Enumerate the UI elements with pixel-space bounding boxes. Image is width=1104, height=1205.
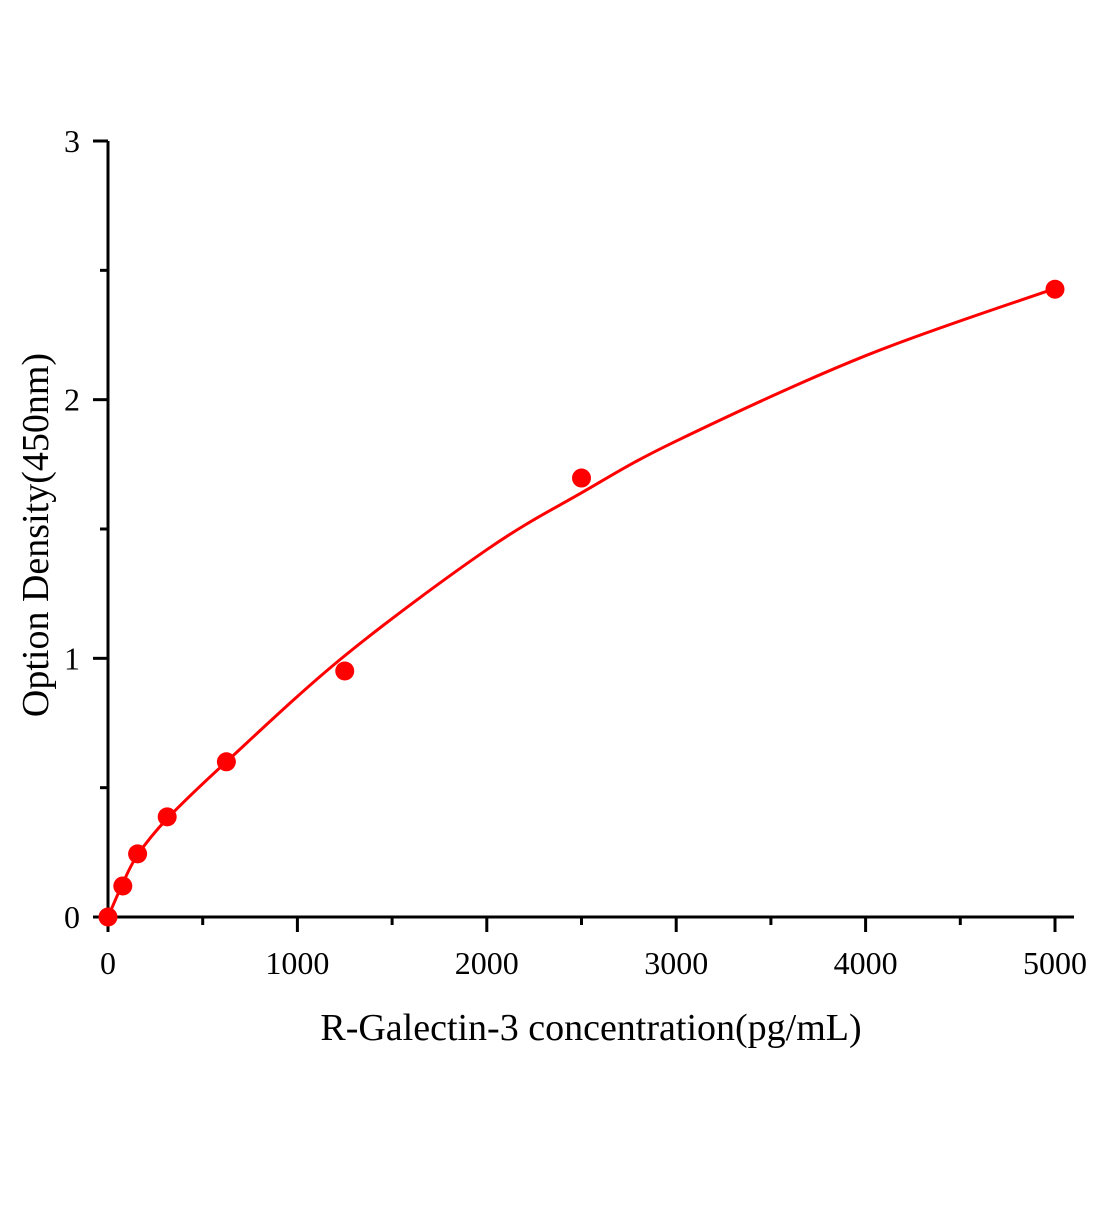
x-tick-label: 4000 bbox=[834, 945, 898, 981]
x-tick-label: 0 bbox=[100, 945, 116, 981]
fit-curve bbox=[106, 287, 1056, 918]
y-tick-label: 0 bbox=[64, 899, 80, 935]
x-tick-label: 1000 bbox=[265, 945, 329, 981]
y-axis-label: Option Density(450nm) bbox=[15, 353, 57, 717]
x-tick-label: 5000 bbox=[1023, 945, 1087, 981]
x-tick-label: 3000 bbox=[644, 945, 708, 981]
x-axis-label: R-Galectin-3 concentration(pg/mL) bbox=[320, 1007, 861, 1049]
data-point bbox=[98, 907, 118, 927]
data-point bbox=[335, 661, 355, 681]
y-tick-label: 3 bbox=[64, 123, 80, 159]
data-point bbox=[216, 752, 236, 772]
data-point bbox=[572, 468, 591, 488]
y-tick-label: 2 bbox=[64, 382, 80, 418]
data-point bbox=[1045, 279, 1065, 299]
data-point bbox=[113, 876, 133, 896]
data-point bbox=[157, 807, 177, 827]
y-tick-label: 1 bbox=[64, 640, 80, 676]
x-tick-label: 2000 bbox=[455, 945, 519, 981]
data-point bbox=[128, 844, 148, 864]
